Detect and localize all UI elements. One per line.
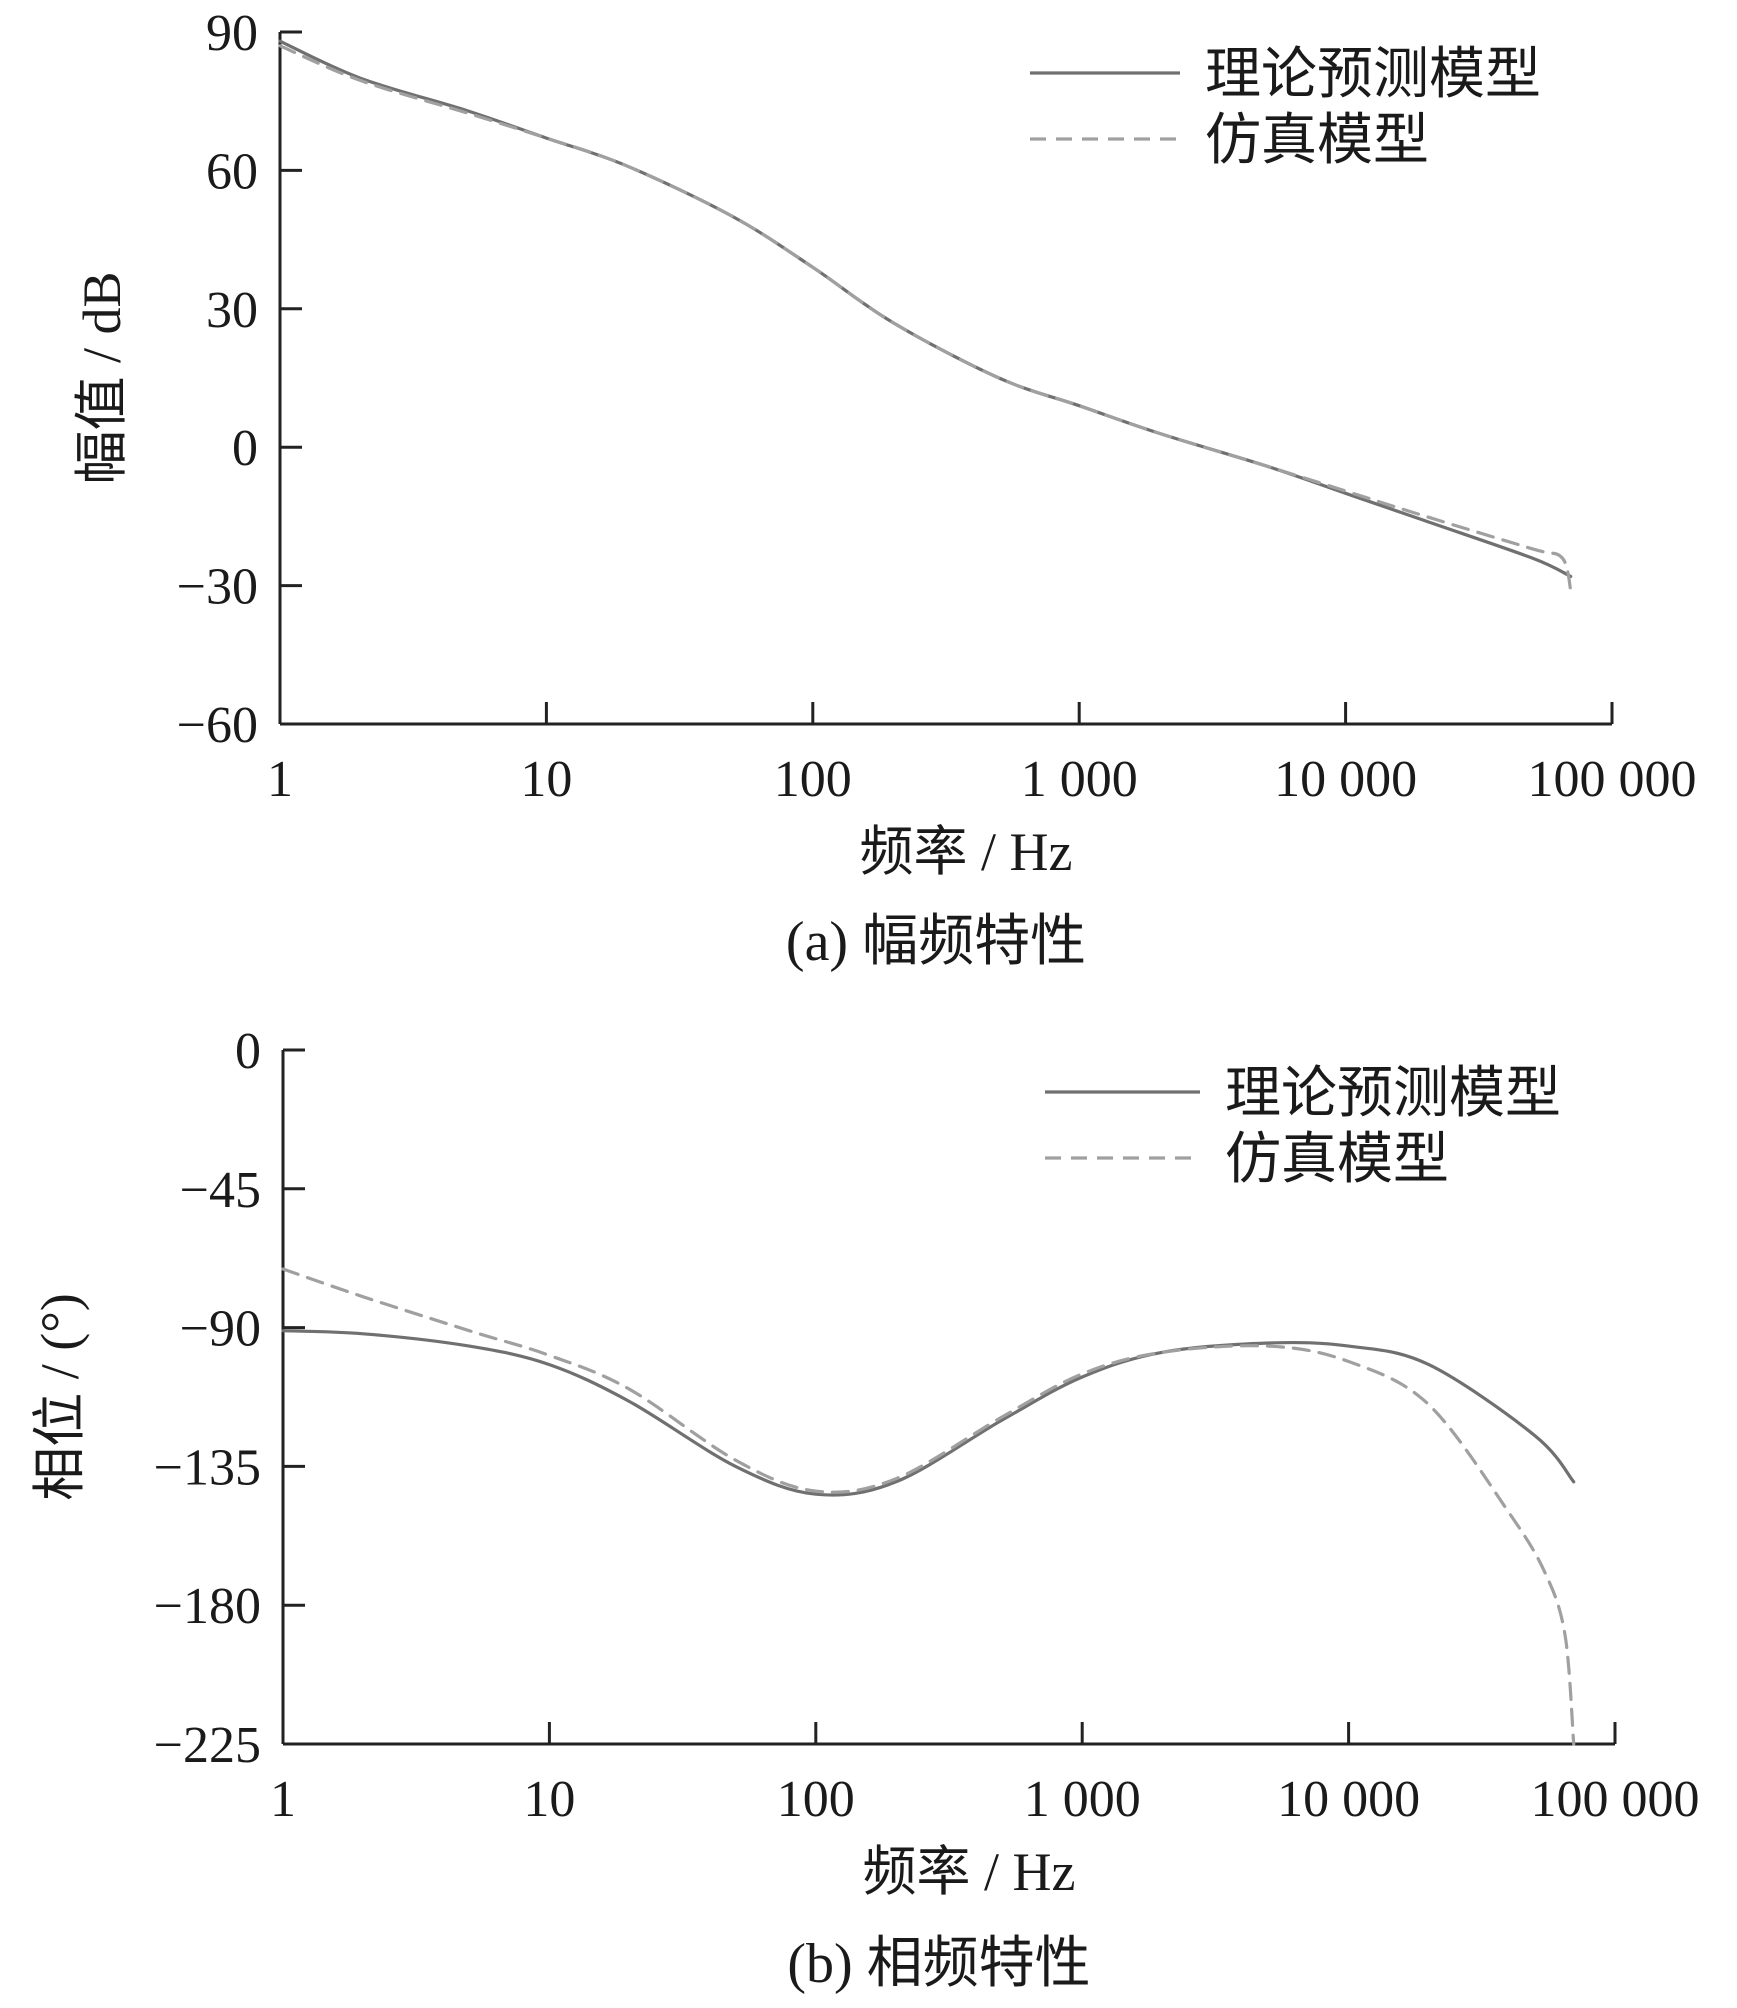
x-tick-label: 1 bbox=[270, 1771, 296, 1828]
x-tick-label: 100 bbox=[777, 1771, 855, 1828]
legend-label: 仿真模型 bbox=[1205, 110, 1429, 172]
series-line-simulation bbox=[278, 44, 1573, 592]
y-tick-label: 60 bbox=[206, 143, 258, 200]
x-tick-label: 100 000 bbox=[1531, 1771, 1700, 1828]
chart-caption: (b) 相频特性 bbox=[787, 1933, 1090, 1995]
x-tick-label: 10 bbox=[523, 1771, 575, 1828]
y-axis-title: 幅值 / dB bbox=[72, 271, 132, 484]
y-tick-label: 0 bbox=[235, 1023, 261, 1080]
x-tick-label: 100 bbox=[774, 751, 852, 808]
x-tick-label: 10 000 bbox=[1277, 1771, 1420, 1828]
y-tick-label: −180 bbox=[154, 1578, 261, 1635]
x-axis-title: 频率 / Hz bbox=[863, 1842, 1076, 1902]
chart-caption: (a) 幅频特性 bbox=[786, 911, 1086, 973]
x-tick-label: 1 bbox=[267, 751, 293, 808]
y-tick-label: 30 bbox=[206, 282, 258, 339]
y-tick-label: −30 bbox=[177, 559, 258, 616]
y-axis-title: 相位 / (°) bbox=[30, 1293, 90, 1501]
y-tick-label: −45 bbox=[180, 1162, 261, 1219]
chart-a: 90 60 30 0 −30 −601 10 100 1 000 10 000 100 000 频率 … bbox=[72, 5, 1697, 973]
x-tick-label: 1 000 bbox=[1024, 1771, 1141, 1828]
y-tick-label: 90 bbox=[206, 5, 258, 62]
y-tick-label: −60 bbox=[177, 697, 258, 754]
legend-label: 理论预测模型 bbox=[1225, 1063, 1561, 1125]
y-tick-label: −225 bbox=[154, 1717, 261, 1774]
x-axis-title: 频率 / Hz bbox=[860, 822, 1073, 882]
x-tick-label: 10 000 bbox=[1274, 751, 1417, 808]
legend-label: 理论预测模型 bbox=[1205, 44, 1541, 106]
y-tick-label: 0 bbox=[232, 420, 258, 477]
series-line-simulation bbox=[281, 1267, 1576, 1746]
x-tick-label: 100 000 bbox=[1528, 751, 1697, 808]
y-tick-label: −90 bbox=[180, 1301, 261, 1358]
legend-label: 仿真模型 bbox=[1225, 1129, 1449, 1191]
x-tick-label: 10 bbox=[520, 751, 572, 808]
y-tick-label: −135 bbox=[154, 1439, 261, 1496]
series-line-theory bbox=[281, 1329, 1576, 1497]
x-tick-label: 1 000 bbox=[1021, 751, 1138, 808]
